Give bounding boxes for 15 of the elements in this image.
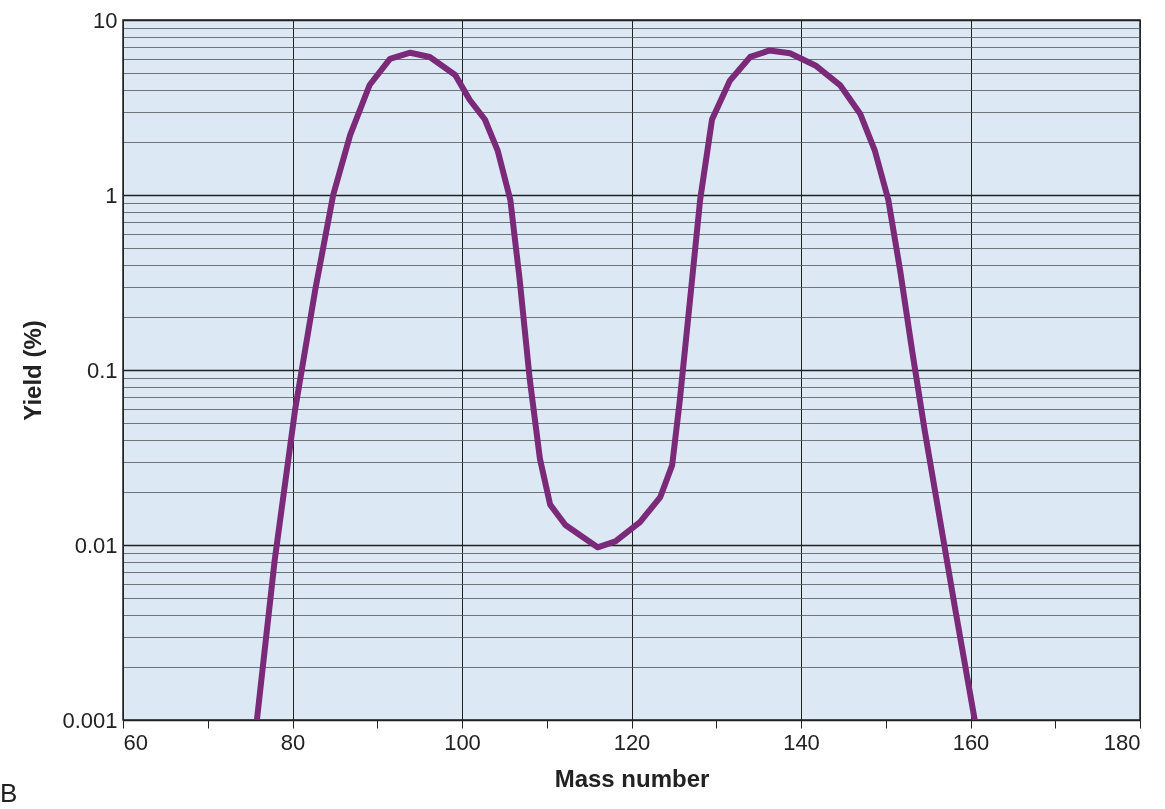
y-tick-label: 0.001 xyxy=(62,707,118,733)
y-tick-label: 1 xyxy=(105,182,118,208)
x-tick-label: 80 xyxy=(280,729,306,755)
x-tick-label: 160 xyxy=(952,729,990,755)
x-tick-label: 100 xyxy=(444,729,481,755)
x-tick-label: 140 xyxy=(783,729,820,755)
y-axis-title: Yield (%) xyxy=(19,320,47,421)
y-tick-label: 0.01 xyxy=(74,532,118,558)
y-tick-label: 0.1 xyxy=(86,357,118,383)
y-tick-label: 10 xyxy=(93,7,118,33)
text: B xyxy=(0,778,18,808)
x-tick-label: 120 xyxy=(613,729,651,755)
x-tick-label: 60 xyxy=(123,729,148,755)
x-tick-label: 180 xyxy=(1103,729,1141,755)
x-axis-title: Mass number xyxy=(554,764,710,792)
